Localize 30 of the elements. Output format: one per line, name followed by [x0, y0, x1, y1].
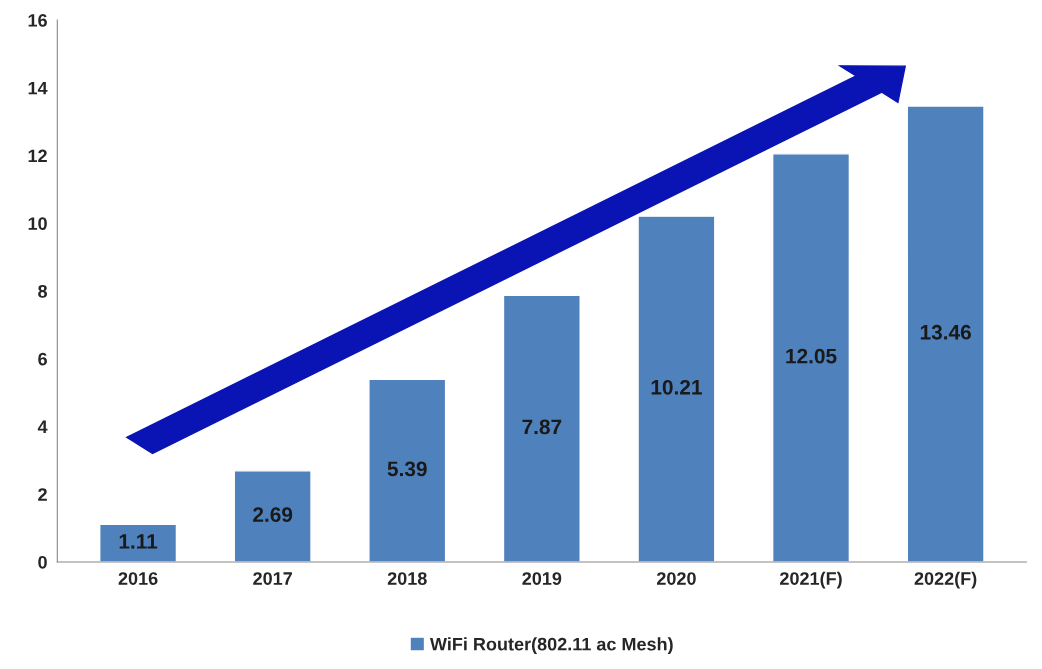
y-tick-label: 2 — [38, 488, 47, 501]
x-tick-label: 2019 — [522, 572, 562, 585]
y-tick-label: 0 — [38, 555, 47, 569]
y-tick-label: 16 — [28, 14, 47, 27]
data-label: 13.46 — [920, 324, 971, 340]
x-tick-label: 2022(F) — [914, 571, 977, 589]
data-label: 10.21 — [651, 379, 702, 395]
data-label: 7.87 — [522, 419, 562, 435]
bar — [368, 378, 447, 562]
data-label: 2.69 — [253, 507, 293, 522]
bar — [502, 294, 581, 562]
legend-label: WiFi Router(802.11 ac Mesh) — [429, 637, 673, 655]
data-label: 12.05 — [786, 348, 837, 364]
y-tick-label: 8 — [38, 284, 48, 298]
bar — [771, 153, 851, 562]
x-tick-label: 2016 — [118, 572, 158, 585]
x-tick-label: 2020 — [656, 572, 696, 585]
x-tick-label: 2017 — [253, 572, 292, 585]
x-tick-label: 2018 — [387, 572, 427, 585]
bar — [906, 105, 985, 562]
y-tick-label: 12 — [28, 149, 47, 163]
y-tick-label: 10 — [28, 217, 47, 230]
data-label: 1.11 — [119, 534, 158, 549]
x-tick-label: 2021(F) — [780, 571, 842, 589]
bar — [637, 215, 716, 562]
y-tick-label: 6 — [38, 352, 47, 366]
bar — [233, 470, 312, 562]
y-tick-label: 4 — [37, 420, 48, 434]
data-label: 5.39 — [387, 461, 427, 477]
y-tick-label: 14 — [28, 81, 48, 95]
